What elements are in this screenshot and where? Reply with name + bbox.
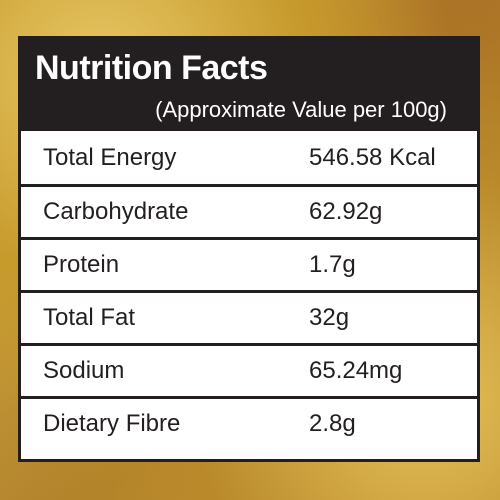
nutrient-value: 65.24mg: [309, 357, 403, 384]
nutrient-name: Carbohydrate: [43, 198, 189, 225]
table-row: Sodium 65.24mg: [21, 343, 477, 396]
rows: Total Energy 546.58 Kcal Carbohydrate 62.92…: [21, 131, 477, 449]
nutrition-table: Nutrition Facts (Approximate Value per 1…: [18, 36, 480, 462]
nutrient-value: 546.58 Kcal: [309, 143, 436, 171]
title: Nutrition Facts: [35, 49, 268, 87]
nutrient-name: Protein: [43, 251, 120, 278]
subtitle: (Approximate Value per 100g): [155, 97, 447, 122]
nutrient-value: 2.8g: [309, 410, 356, 437]
table-row: Dietary Fibre 2.8g: [21, 396, 477, 449]
table-row: Carbohydrate 62.92g: [21, 184, 477, 237]
nutrient-name: Total Fat: [43, 304, 136, 331]
table-row: Protein 1.7g: [21, 237, 477, 290]
nutrient-value: 62.92g: [309, 198, 383, 225]
nutrient-value: 1.7g: [309, 251, 356, 278]
table-row: Total Fat 32g: [21, 290, 477, 343]
nutrient-value: 32g: [309, 304, 350, 331]
nutrient-name: Sodium: [43, 357, 125, 384]
nutrient-name: Dietary Fibre: [43, 410, 181, 437]
nutrient-name: Total Energy: [43, 143, 177, 171]
table-row: Total Energy 546.58 Kcal: [21, 131, 477, 184]
header: Nutrition Facts (Approximate Value per 1…: [21, 39, 477, 131]
